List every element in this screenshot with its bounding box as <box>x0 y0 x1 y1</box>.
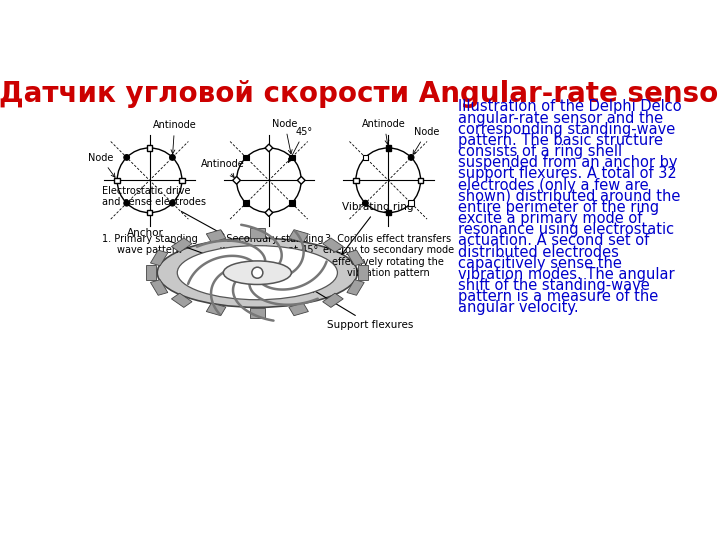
Text: Node: Node <box>88 153 115 177</box>
Text: support flexures. A total of 32: support flexures. A total of 32 <box>457 166 676 181</box>
Bar <box>243 200 249 206</box>
Bar <box>147 210 153 215</box>
Circle shape <box>363 200 368 206</box>
Circle shape <box>124 200 130 206</box>
Circle shape <box>169 200 175 206</box>
Ellipse shape <box>157 238 357 307</box>
Text: pattern. The basic structure: pattern. The basic structure <box>457 133 662 148</box>
Bar <box>147 145 153 151</box>
Polygon shape <box>265 144 273 152</box>
Polygon shape <box>323 238 343 252</box>
Text: Support flexures: Support flexures <box>311 289 414 330</box>
Polygon shape <box>150 250 168 266</box>
Text: Antinode: Antinode <box>201 159 245 178</box>
Text: consists of a ring shell: consists of a ring shell <box>457 144 621 159</box>
Text: 45°: 45° <box>289 127 313 163</box>
Polygon shape <box>297 177 305 184</box>
Bar <box>179 178 184 183</box>
Text: Antinode: Antinode <box>153 120 197 154</box>
Text: electrodes (only a few are: electrodes (only a few are <box>457 178 648 193</box>
Text: 2. Secondary standing
wave pattern at 45°: 2. Secondary standing wave pattern at 45… <box>214 234 324 255</box>
Bar <box>114 178 120 183</box>
Bar <box>408 200 414 206</box>
Bar <box>243 154 249 160</box>
Bar <box>363 154 368 160</box>
Text: vibration modes. The angular: vibration modes. The angular <box>457 267 674 282</box>
Ellipse shape <box>223 261 292 285</box>
Polygon shape <box>359 265 369 280</box>
Polygon shape <box>146 265 156 280</box>
Text: Датчик угловой скорости Angular-rate sensor: Датчик угловой скорости Angular-rate sen… <box>0 80 720 108</box>
Text: Anchor: Anchor <box>127 227 233 265</box>
Ellipse shape <box>177 246 338 300</box>
Text: pattern is a measure of the: pattern is a measure of the <box>457 289 658 304</box>
Text: shown) distributed around the: shown) distributed around the <box>457 189 680 204</box>
Circle shape <box>124 154 130 160</box>
Text: Node: Node <box>413 127 439 154</box>
Bar <box>289 154 294 160</box>
Text: distributed electrodes: distributed electrodes <box>457 245 618 260</box>
Polygon shape <box>207 230 226 242</box>
Text: Antinode: Antinode <box>362 119 406 144</box>
Text: 3. Coriolis effect transfers
energy to secondary mode
effectively rotating the
v: 3. Coriolis effect transfers energy to s… <box>323 234 454 279</box>
Text: excite a primary mode of: excite a primary mode of <box>457 211 642 226</box>
Text: entire perimeter of the ring: entire perimeter of the ring <box>457 200 659 215</box>
Polygon shape <box>323 293 343 307</box>
Text: resonance using electrostatic: resonance using electrostatic <box>457 222 674 237</box>
Bar <box>385 145 391 151</box>
Text: angular-rate sensor and the: angular-rate sensor and the <box>457 111 662 126</box>
Text: capacitively sense the: capacitively sense the <box>457 256 621 271</box>
Text: Illustration of the Delphi Delco: Illustration of the Delphi Delco <box>457 99 681 114</box>
Polygon shape <box>289 303 308 316</box>
Text: angular velocity.: angular velocity. <box>457 300 578 315</box>
Polygon shape <box>265 209 273 217</box>
Text: Node: Node <box>272 119 297 154</box>
Bar <box>289 200 294 206</box>
Polygon shape <box>347 280 364 295</box>
Text: 1. Primary standing
wave pattern: 1. Primary standing wave pattern <box>102 234 197 255</box>
Text: shift of the standing-wave: shift of the standing-wave <box>457 278 649 293</box>
Polygon shape <box>250 228 265 238</box>
Bar <box>418 178 423 183</box>
Circle shape <box>252 267 263 278</box>
Text: suspended from an anchor by: suspended from an anchor by <box>457 156 677 170</box>
Circle shape <box>169 154 175 160</box>
Bar <box>385 210 391 215</box>
Circle shape <box>408 154 414 160</box>
Text: Electrostatic drive
and sense electrodes: Electrostatic drive and sense electrodes <box>102 186 224 235</box>
Polygon shape <box>250 308 265 318</box>
Bar <box>354 178 359 183</box>
Polygon shape <box>207 303 226 316</box>
Polygon shape <box>150 280 168 295</box>
Polygon shape <box>289 230 308 242</box>
Polygon shape <box>171 238 192 252</box>
Polygon shape <box>171 293 192 307</box>
Polygon shape <box>347 250 364 266</box>
Text: Vibrating ring: Vibrating ring <box>342 202 414 254</box>
Text: corresponding standing-wave: corresponding standing-wave <box>457 122 675 137</box>
Polygon shape <box>233 177 240 184</box>
Text: actuation. A second set of: actuation. A second set of <box>457 233 649 248</box>
